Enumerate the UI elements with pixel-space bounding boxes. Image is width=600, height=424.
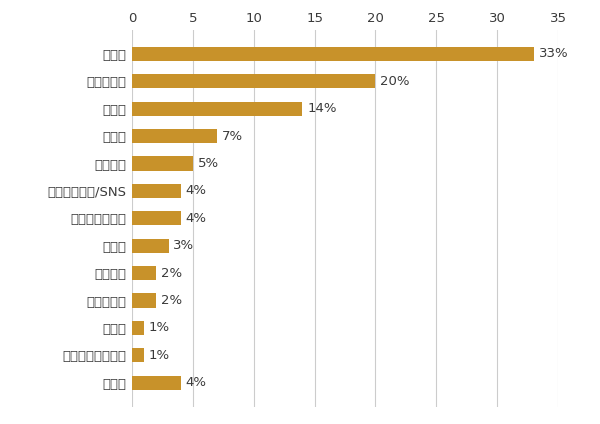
Bar bbox=[132, 321, 144, 335]
Bar bbox=[132, 266, 157, 280]
Text: 1%: 1% bbox=[149, 349, 170, 362]
Bar bbox=[132, 102, 302, 116]
Bar bbox=[132, 184, 181, 198]
Bar bbox=[132, 74, 376, 89]
Text: 2%: 2% bbox=[161, 294, 182, 307]
Text: 3%: 3% bbox=[173, 239, 194, 252]
Bar bbox=[132, 376, 181, 390]
Bar bbox=[132, 129, 217, 143]
Text: 4%: 4% bbox=[185, 376, 206, 389]
Bar bbox=[132, 293, 157, 308]
Bar bbox=[132, 211, 181, 226]
Text: 20%: 20% bbox=[380, 75, 410, 88]
Bar bbox=[132, 348, 144, 363]
Text: 4%: 4% bbox=[185, 212, 206, 225]
Text: 7%: 7% bbox=[222, 130, 243, 142]
Text: 5%: 5% bbox=[198, 157, 219, 170]
Text: 2%: 2% bbox=[161, 267, 182, 280]
Bar bbox=[132, 156, 193, 171]
Text: 33%: 33% bbox=[539, 47, 568, 61]
Text: 4%: 4% bbox=[185, 184, 206, 198]
Text: 1%: 1% bbox=[149, 321, 170, 335]
Text: 14%: 14% bbox=[307, 102, 337, 115]
Bar bbox=[132, 239, 169, 253]
Bar bbox=[132, 47, 533, 61]
